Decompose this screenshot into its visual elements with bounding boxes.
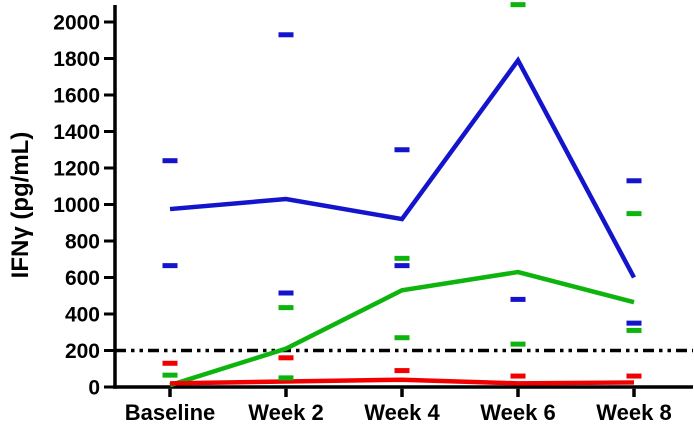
y-axis-title: IFNγ (pg/mL) [7, 131, 34, 279]
x-category-label: Week 8 [596, 400, 671, 425]
y-tick-label: 1000 [53, 194, 100, 217]
y-tick-label: 1200 [53, 158, 100, 181]
series-line-green [169, 269, 635, 388]
y-tick-label: 1600 [53, 85, 100, 108]
series-line-blue [169, 56, 636, 279]
series-line-red [169, 377, 635, 386]
y-tick-label: 0 [88, 377, 100, 400]
y-tick-label: 200 [65, 340, 100, 363]
y-tick-label: 400 [65, 304, 100, 327]
x-category-label: Baseline [125, 400, 216, 425]
x-category-label: Week 4 [364, 400, 440, 425]
x-category-label: Week 6 [480, 400, 555, 425]
y-tick-label: 600 [65, 267, 100, 290]
y-tick-label: 800 [65, 231, 100, 254]
x-category-label: Week 2 [248, 400, 323, 425]
y-tick-label: 2000 [53, 12, 100, 35]
y-tick-label: 1800 [53, 48, 100, 71]
y-tick-label: 1400 [53, 121, 100, 144]
